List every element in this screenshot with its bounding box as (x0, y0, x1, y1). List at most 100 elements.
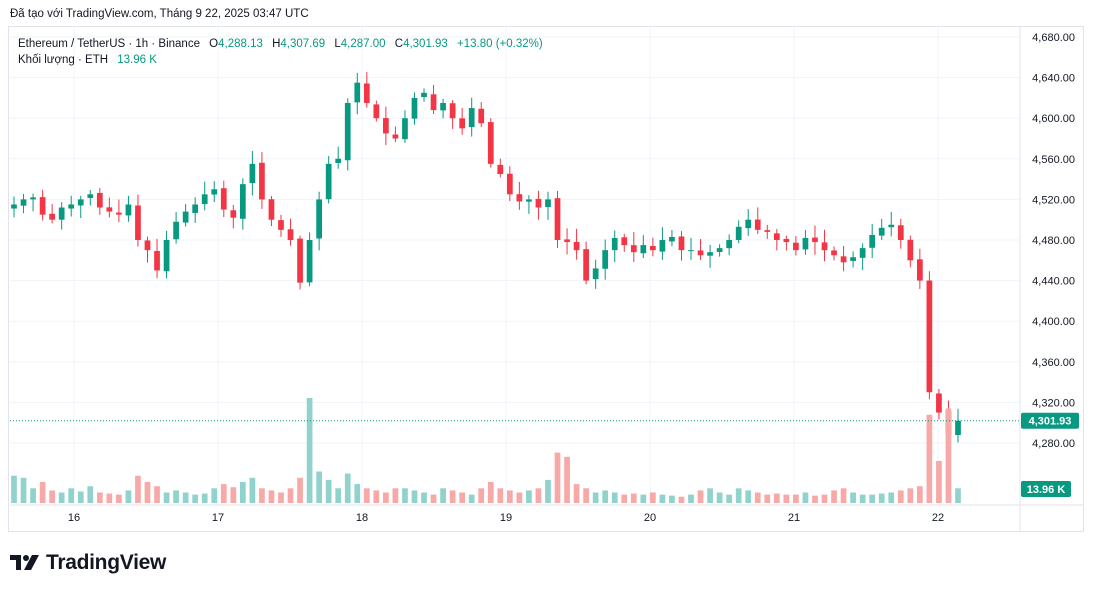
x-tick-label: 20 (644, 512, 656, 524)
candle-body (173, 221, 179, 240)
y-tick-label: 4,600.00 (1032, 113, 1075, 125)
volume-bar (363, 488, 370, 503)
candle-body (735, 226, 742, 240)
candle-body (764, 230, 771, 232)
volume-bar (650, 492, 656, 503)
candle-body (440, 102, 446, 111)
high-label: H (272, 38, 281, 50)
candle-body (87, 194, 94, 198)
candle-body (754, 219, 761, 230)
candle-body (602, 250, 609, 269)
candle-body (116, 212, 122, 215)
volume-bar (135, 475, 141, 503)
candle-body (125, 204, 132, 216)
candle-body (354, 82, 361, 103)
candle-body (106, 207, 113, 212)
volume-bar (659, 494, 666, 503)
volume-label[interactable]: Khối lượng · ETH (18, 54, 109, 66)
candle-body (821, 242, 828, 251)
volume-bar (392, 488, 399, 503)
volume-bar (907, 488, 914, 503)
volume-bar (182, 492, 189, 503)
chart-legend: Ethereum / TetherUS · 1h · Binance O4,28… (18, 36, 543, 68)
volume-bar (211, 488, 218, 503)
volume-bar (287, 488, 294, 503)
volume-bar (192, 494, 199, 503)
volume-bar (735, 488, 742, 503)
candle-body (506, 173, 513, 195)
candle-body (278, 220, 284, 230)
candle-body (363, 83, 370, 103)
brand-logo[interactable]: TradingView (10, 550, 166, 576)
volume-bar (535, 488, 542, 503)
candle-body (325, 163, 332, 200)
candle-body (230, 210, 237, 218)
candle-body (640, 245, 647, 254)
candle-body (478, 108, 485, 124)
volume-bar (106, 493, 113, 503)
candle-body (430, 94, 437, 111)
candle-body (926, 280, 933, 393)
candle-body (383, 118, 389, 134)
candle-body (878, 227, 885, 236)
candle-body (154, 250, 160, 271)
volume-bar (878, 493, 885, 503)
candle-body (58, 207, 65, 220)
volume-bar (30, 488, 36, 503)
volume-bar (449, 490, 456, 503)
candle-body (592, 268, 599, 280)
candle-body (936, 393, 942, 413)
volume-bar (783, 494, 790, 503)
candle-body (163, 240, 170, 272)
y-tick-label: 4,480.00 (1032, 235, 1075, 247)
candle-body (135, 205, 141, 240)
volume-bar (516, 492, 523, 503)
legend-ohlc-row: Ethereum / TetherUS · 1h · Binance O4,28… (18, 36, 543, 52)
volume-bar (278, 492, 284, 503)
close-value: 4,301.93 (403, 38, 448, 50)
candle-body (630, 245, 637, 253)
candle-body (20, 199, 27, 206)
volume-bar (154, 486, 160, 503)
volume-bar (592, 492, 599, 503)
candle-body (859, 248, 866, 258)
volume-bar (440, 488, 446, 503)
candle-body (411, 97, 418, 119)
candle-body (745, 219, 752, 229)
open-value: 4,288.13 (218, 38, 263, 50)
candle-body (907, 239, 914, 261)
candle-body (850, 257, 856, 261)
symbol-label[interactable]: Ethereum / TetherUS · 1h · Binance (18, 38, 200, 50)
candle-body (316, 199, 322, 239)
volume-bar (821, 494, 828, 503)
watermark-header: Đã tạo với TradingView.com, Tháng 9 22, … (10, 8, 309, 20)
candle-body (449, 103, 456, 119)
volume-bar (773, 493, 780, 503)
y-tick-label: 4,680.00 (1032, 32, 1075, 44)
volume-bar (459, 492, 466, 503)
volume-bar (554, 452, 561, 503)
volume-bar (125, 490, 132, 503)
volume-bar (850, 492, 856, 503)
candle-body (697, 250, 704, 256)
candle-body (812, 237, 818, 243)
volume-bar (697, 490, 704, 503)
volume-bar (144, 482, 151, 503)
candle-body (659, 240, 666, 252)
volume-bar (249, 477, 256, 503)
candle-body (144, 240, 151, 251)
volume-bar (888, 492, 895, 503)
legend-volume-row: Khối lượng · ETH 13.96 K (18, 52, 543, 68)
candle-body (650, 245, 656, 251)
candle-body (402, 118, 408, 140)
volume-bar (173, 490, 179, 503)
volume-bar (573, 484, 580, 503)
volume-bar (745, 490, 752, 503)
volume-bar (268, 490, 275, 503)
volume-bar (487, 482, 494, 503)
candle-body (526, 199, 532, 202)
volume-bar (611, 492, 618, 503)
candle-body (840, 256, 847, 263)
candle-body (287, 229, 294, 240)
